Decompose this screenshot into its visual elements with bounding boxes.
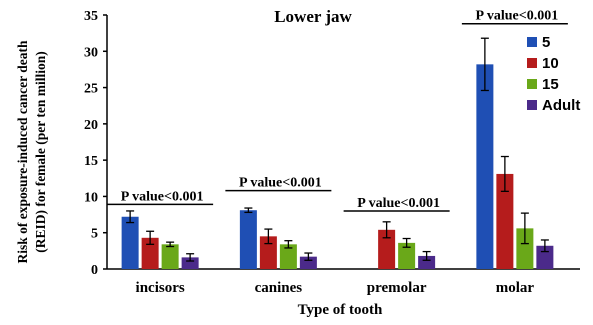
bar-canines-15: [279, 244, 297, 269]
bar-incisors-Adult: [181, 257, 199, 269]
x-tick-label: incisors: [136, 280, 185, 296]
x-tick-label: premolar: [367, 280, 427, 296]
bar-molar-Adult: [536, 245, 554, 269]
x-tick-label: canines: [255, 280, 303, 296]
bar-molar-10: [496, 173, 514, 269]
legend-swatch-5: [527, 37, 537, 47]
legend: 5 10 15 Adult: [527, 34, 580, 114]
y-axis-label-line-1: Risk of exposure-induced cancer death: [15, 40, 30, 263]
bar-canines-5: [239, 210, 257, 269]
x-axis-label: Type of tooth: [298, 302, 383, 318]
bar-premolar-10: [378, 229, 396, 269]
x-tick-label: molar: [496, 280, 535, 296]
legend-swatch-Adult: [527, 100, 537, 110]
bar-premolar-15: [398, 242, 416, 269]
y-tick-label: 35: [84, 9, 98, 24]
legend-label: 5: [542, 34, 550, 51]
plot-area: 0 5 10 15 20 25 30 35 incisors canines premolar mol…: [84, 9, 580, 296]
legend-swatch-15: [527, 79, 537, 89]
legend-label: 15: [542, 76, 559, 93]
bar-molar-5: [476, 64, 494, 269]
y-tick-label: 5: [91, 227, 98, 242]
bar-incisors-15: [161, 244, 179, 269]
y-tick-label: 10: [84, 190, 98, 205]
bar-incisors-10: [141, 237, 159, 269]
y-tick-label: 20: [84, 118, 98, 133]
y-tick-label: 0: [91, 263, 98, 278]
p-value-annotation: P value<0.001: [357, 196, 440, 211]
p-value-annotation: P value<0.001: [476, 9, 559, 24]
bar-molar-15: [516, 228, 534, 269]
y-tick-label: 25: [84, 82, 98, 97]
y-axis-label-line-2: (REID) for female (per ten million): [33, 51, 48, 253]
legend-label: Adult: [542, 97, 580, 114]
y-axis-label: Risk of exposure-induced cancer death (R…: [15, 40, 48, 263]
legend-swatch-10: [527, 58, 537, 68]
legend-label: 10: [542, 55, 559, 72]
y-tick-label: 30: [84, 45, 98, 60]
y-tick-label: 15: [84, 154, 98, 169]
p-value-annotation: P value<0.001: [121, 189, 204, 204]
bar-canines-10: [259, 236, 277, 269]
bar-incisors-5: [121, 216, 139, 269]
p-value-annotation: P value<0.001: [239, 176, 322, 191]
bar-canines-Adult: [299, 256, 317, 269]
chart-title: Lower jaw: [274, 7, 352, 26]
bar-premolar-Adult: [418, 255, 436, 269]
